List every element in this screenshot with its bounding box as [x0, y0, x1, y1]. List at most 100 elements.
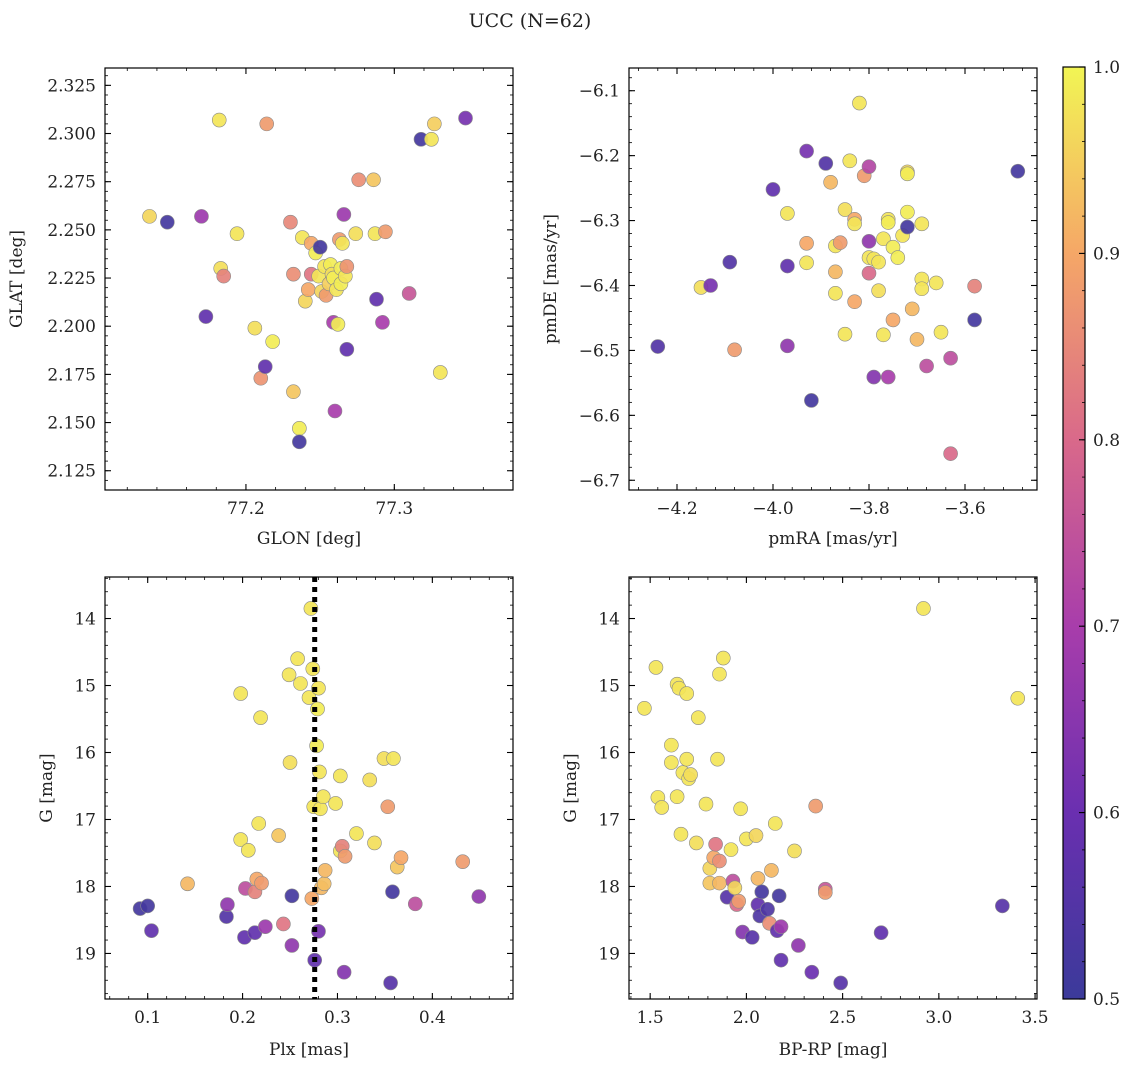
- x-tick-label: −4.2: [656, 499, 697, 519]
- data-point: [703, 278, 718, 293]
- data-point: [916, 601, 931, 616]
- data-point: [861, 234, 877, 249]
- data-point: [712, 666, 727, 682]
- data-point: [258, 919, 273, 934]
- y-tick-label: −6.1: [579, 82, 620, 102]
- data-point: [348, 226, 364, 242]
- data-point: [773, 952, 789, 968]
- data-point: [876, 231, 891, 247]
- data-point: [943, 350, 958, 366]
- data-point: [650, 339, 666, 354]
- y-tick-label: 2.150: [47, 414, 96, 434]
- data-point: [710, 751, 725, 767]
- data-point: [330, 316, 346, 332]
- data-point: [767, 816, 783, 831]
- data-point: [254, 875, 269, 891]
- y-tick-label: −6.6: [579, 406, 620, 426]
- data-point: [799, 255, 814, 271]
- data-point: [290, 651, 305, 667]
- data-point: [336, 964, 352, 980]
- data-point: [823, 174, 838, 190]
- y-tick-label: 2.125: [47, 462, 96, 482]
- data-point: [233, 832, 248, 847]
- data-point: [760, 901, 775, 917]
- data-point: [808, 798, 823, 814]
- y-tick-label: −6.4: [579, 276, 620, 296]
- x-axis-label: Plx [mas]: [269, 1040, 349, 1060]
- data-point: [733, 801, 748, 817]
- x-tick-label: 3.5: [1022, 1008, 1049, 1028]
- data-point: [771, 888, 787, 904]
- data-point: [780, 258, 795, 274]
- data-point: [861, 265, 877, 281]
- x-tick-label: 0.1: [134, 1008, 161, 1028]
- y-tick-label: 18: [74, 877, 96, 897]
- data-point: [315, 789, 331, 805]
- data-point: [283, 214, 298, 230]
- data-point: [967, 278, 982, 294]
- data-point: [293, 676, 308, 691]
- data-point: [286, 266, 301, 282]
- plot-frame: [628, 576, 1038, 1000]
- data-point: [458, 110, 473, 126]
- data-point: [773, 919, 789, 934]
- scatter-panel-4: 1.5 2.0 2.5 3.0 3.5 14 15 16 17 18 19 BP-RP [mag] G …: [561, 576, 1049, 1060]
- data-point: [765, 182, 781, 197]
- data-point: [310, 701, 325, 717]
- y-axis-label: GLAT [deg]: [7, 230, 27, 328]
- data-point: [282, 755, 298, 770]
- data-point: [362, 772, 378, 788]
- data-point: [679, 686, 695, 701]
- data-point: [754, 884, 770, 900]
- data-point: [1010, 690, 1026, 706]
- y-tick-label: 16: [598, 743, 620, 763]
- colorbar-tick-label: 0.6: [1093, 804, 1120, 824]
- y-tick-label: −6.2: [579, 147, 620, 167]
- data-point: [837, 326, 853, 342]
- plot-frame: [104, 576, 514, 1000]
- data-point: [689, 835, 704, 851]
- data-point: [832, 235, 848, 250]
- y-tick-label: 2.250: [47, 221, 96, 241]
- scatter-panel-3: 0.1 0.2 0.3 0.4 14 15 16 17 18 19 Plx [mas] G [mag]: [37, 576, 514, 1060]
- data-point: [799, 143, 814, 159]
- data-point: [723, 842, 739, 857]
- data-point: [471, 889, 487, 904]
- data-point: [679, 751, 695, 767]
- data-point: [664, 737, 679, 753]
- data-point: [393, 850, 409, 865]
- y-axis-label: G [mag]: [561, 753, 581, 822]
- data-point: [748, 828, 764, 843]
- data-point: [220, 897, 235, 912]
- data-point: [1010, 163, 1026, 179]
- data-point: [144, 923, 159, 938]
- data-point: [424, 131, 439, 147]
- data-point: [708, 836, 723, 852]
- y-tick-label: 14: [74, 610, 96, 630]
- data-point: [847, 216, 862, 232]
- y-tick-label: 2.300: [47, 125, 96, 145]
- data-point: [339, 259, 355, 274]
- x-tick-label: 2.5: [829, 1008, 856, 1028]
- data-point: [316, 876, 332, 892]
- y-tick-label: 2.200: [47, 317, 96, 337]
- data-point: [791, 938, 806, 953]
- data-point: [375, 315, 390, 330]
- data-point: [369, 291, 384, 307]
- data-point: [281, 667, 297, 683]
- data-point: [335, 236, 350, 251]
- data-point: [312, 239, 328, 255]
- data-point: [852, 95, 867, 111]
- x-tick-label: −4.0: [752, 499, 793, 519]
- y-axis-label: pmDE [mas/yr]: [541, 214, 561, 344]
- data-point: [871, 254, 886, 270]
- data-point: [847, 294, 862, 310]
- data-point: [866, 369, 882, 385]
- data-point: [698, 796, 714, 812]
- data-point: [828, 264, 843, 280]
- data-point: [194, 209, 209, 224]
- data-point: [455, 854, 471, 869]
- y-tick-label: 2.325: [47, 76, 96, 96]
- data-point: [336, 207, 352, 222]
